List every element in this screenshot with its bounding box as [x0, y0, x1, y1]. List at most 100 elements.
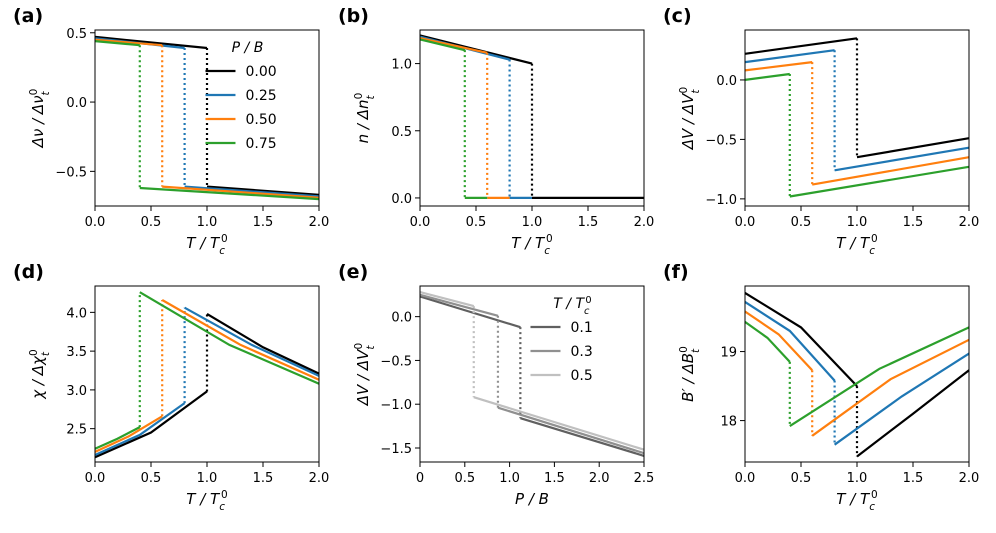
series-line-high [473, 396, 645, 451]
series-line-low [744, 300, 836, 382]
y-tick-label: 1.0 [391, 58, 412, 73]
x-tick-label: 1.0 [522, 215, 543, 230]
x-tick-label: 2.0 [959, 215, 980, 230]
y-tick-label: 0.5 [66, 27, 87, 42]
y-axis-label: χ / Δχt0 [28, 349, 52, 399]
y-tick-label: 0.5 [391, 125, 412, 140]
series-line-low [94, 426, 141, 450]
panel-label: (e) [338, 261, 368, 283]
x-tick-label: 0.5 [141, 215, 162, 230]
series-line-high [789, 326, 970, 428]
axes-frame [419, 285, 645, 463]
x-tick-label: 2.0 [309, 471, 330, 486]
x-tick-label: 0.5 [791, 215, 812, 230]
legend-entry: 0.3 [570, 344, 592, 360]
panel-0: 0.0 0.5 1.0 1.5 2.0 −0.5 0.0 0.5 T / Tc0 Δν / Δνt… [13, 5, 329, 257]
x-tick-label: 1.0 [499, 471, 520, 486]
x-tick-label: 0.0 [410, 215, 431, 230]
legend-entry: 0.1 [570, 320, 592, 336]
y-axis-label: ΔV / ΔVt0 [678, 87, 702, 150]
x-tick-label: 0.0 [735, 215, 756, 230]
series-line-high [139, 186, 320, 201]
x-tick-label: 0.5 [141, 471, 162, 486]
series-line-low [94, 35, 208, 50]
series-line-high [184, 185, 320, 198]
series-line-low [94, 415, 163, 453]
series-line-high [856, 137, 970, 159]
series-line-high [162, 185, 320, 199]
x-tick-label: 1.5 [253, 471, 274, 486]
y-tick-label: −1.5 [380, 442, 412, 457]
series-line-high [520, 417, 645, 457]
y-tick-label: 0.0 [66, 96, 87, 111]
panel-2: 0.0 0.5 1.0 1.5 2.0 −1.0 −0.5 0.0 T / Tc0 ΔV / ΔV… [663, 5, 979, 257]
series-line-low [94, 38, 163, 47]
series-line-low [419, 37, 488, 54]
x-tick-label: 1.5 [903, 471, 924, 486]
x-tick-label: 0.0 [85, 471, 106, 486]
series-line-high [856, 369, 970, 458]
series-line-low [744, 37, 858, 55]
series-line-low [744, 61, 813, 72]
series-line-low [744, 321, 791, 363]
x-axis-label: T / Tc0 [836, 233, 877, 257]
series-line-high [811, 338, 970, 437]
y-tick-label: −1.0 [705, 193, 737, 208]
y-tick-label: 3.5 [66, 345, 87, 360]
series-line-low [419, 291, 475, 308]
y-tick-label: 19 [720, 346, 737, 361]
series-line-low [419, 38, 466, 52]
x-tick-label: 0.5 [466, 215, 487, 230]
x-axis-label: T / Tc0 [186, 489, 227, 513]
x-tick-label: 1.0 [197, 471, 218, 486]
series-line-high [812, 156, 970, 186]
x-tick-label: 1.0 [197, 215, 218, 230]
series-line-high [206, 185, 320, 196]
panel-5: 0.0 0.5 1.0 1.5 2.0 18 19 T / Tc0 B′ / ΔBt0 (f) [663, 261, 979, 513]
legend-entry: 0.75 [245, 136, 276, 152]
series-line-high [789, 165, 970, 198]
y-tick-label: −0.5 [705, 133, 737, 148]
series-line-high [161, 299, 320, 381]
x-tick-label: 2.0 [589, 471, 610, 486]
x-tick-label: 2.0 [959, 471, 980, 486]
series-line-high [497, 406, 645, 455]
y-axis-label: ΔV / ΔVt0 [353, 343, 377, 406]
series-line-low [94, 390, 208, 459]
legend-entry: 0.5 [570, 368, 592, 384]
panel-label: (c) [663, 5, 692, 27]
x-tick-label: 2.5 [634, 471, 655, 486]
legend-entry: 0.00 [245, 64, 276, 80]
series-line-low [744, 310, 814, 371]
panel-label: (a) [13, 5, 43, 27]
x-tick-label: 1.0 [847, 471, 868, 486]
series-line-low [94, 402, 186, 457]
series-line-high [833, 352, 970, 446]
x-tick-label: 1.0 [847, 215, 868, 230]
legend-title: T / Tc0 [553, 295, 591, 317]
x-tick-label: 1.5 [903, 215, 924, 230]
x-axis-label: T / Tc0 [511, 233, 552, 257]
x-tick-label: 0.0 [735, 471, 756, 486]
y-tick-label: −0.5 [380, 354, 412, 369]
legend-entry: 0.25 [245, 88, 276, 104]
y-tick-label: 2.5 [66, 423, 87, 438]
legend-title: P / B [232, 40, 264, 56]
series-line-low [94, 40, 140, 47]
x-axis-label: T / Tc0 [186, 233, 227, 257]
panel-3: 0.0 0.5 1.0 1.5 2.0 2.5 3.0 3.5 4.0 T / Tc0 χ / Δχ… [13, 261, 329, 513]
x-tick-label: 0.0 [85, 215, 106, 230]
y-tick-label: 0.0 [716, 74, 737, 89]
x-tick-label: 0.5 [791, 471, 812, 486]
series-line-low [744, 72, 790, 81]
series-line-low [419, 295, 521, 329]
series-line-high [139, 291, 320, 385]
y-tick-label: 3.0 [66, 384, 87, 399]
panel-label: (f) [663, 261, 689, 283]
y-tick-label: 18 [720, 415, 737, 430]
y-tick-label: −0.5 [55, 165, 87, 180]
y-tick-label: 4.0 [66, 306, 87, 321]
y-tick-label: −1.0 [380, 398, 412, 413]
y-axis-label: n / Δnt0 [353, 93, 377, 144]
